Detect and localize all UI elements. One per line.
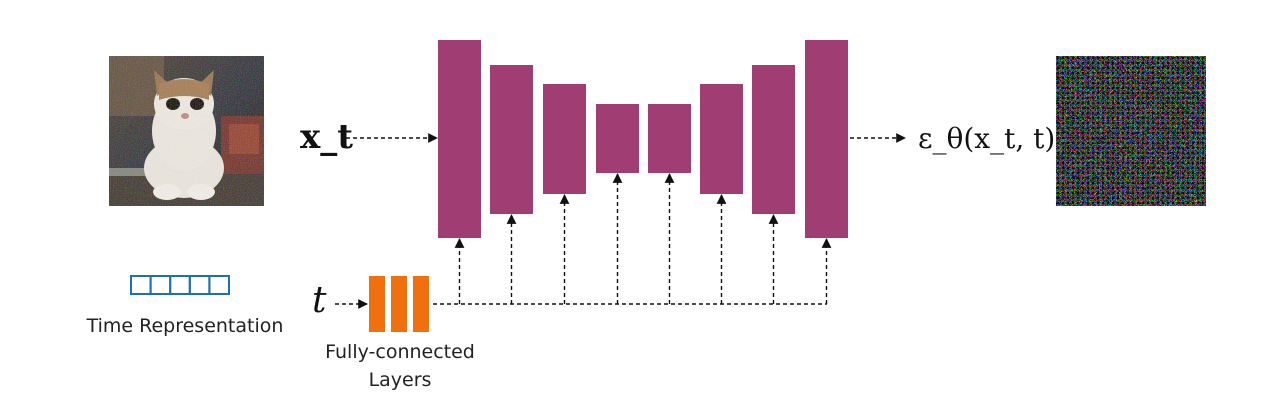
input-xt-symbol: x_t xyxy=(300,117,353,157)
noisy-cat-icon xyxy=(109,56,264,206)
unet-block-6 xyxy=(700,84,743,194)
gaussian-noise-image xyxy=(1056,56,1206,206)
fc-bar-3 xyxy=(413,276,429,332)
fc-bar-2 xyxy=(391,276,407,332)
unet-blocks xyxy=(438,40,848,238)
time-cell-1 xyxy=(130,275,152,295)
noise-icon xyxy=(1056,56,1206,206)
fully-connected-layers xyxy=(369,276,429,332)
unet-block-4 xyxy=(596,104,639,173)
unet-block-7 xyxy=(752,65,795,214)
time-representation-vector xyxy=(130,275,230,295)
fc-bar-1 xyxy=(369,276,385,332)
time-cell-5 xyxy=(208,275,230,295)
unet-block-5 xyxy=(648,104,691,173)
time-cell-4 xyxy=(188,275,211,295)
output-epsilon-symbol: ε_θ(x_t, t) xyxy=(918,122,1056,155)
output-epsilon-label: ε_θ(x_t, t) xyxy=(918,122,1055,155)
time-t-symbol: t xyxy=(312,280,327,321)
unet-block-3 xyxy=(543,84,586,194)
time-cell-3 xyxy=(169,275,191,295)
time-t-label: t xyxy=(312,280,326,321)
unet-block-1 xyxy=(438,40,481,238)
unet-block-2 xyxy=(490,65,533,214)
input-xt-label: x_t xyxy=(300,117,353,157)
fc-layers-caption: Fully-connected Layers xyxy=(325,341,475,391)
unet-block-8 xyxy=(805,40,848,238)
arrows xyxy=(335,133,906,309)
noisy-cat-image xyxy=(109,56,264,206)
time-cell-2 xyxy=(149,275,172,295)
time-representation-caption: Time Representation xyxy=(86,315,284,337)
